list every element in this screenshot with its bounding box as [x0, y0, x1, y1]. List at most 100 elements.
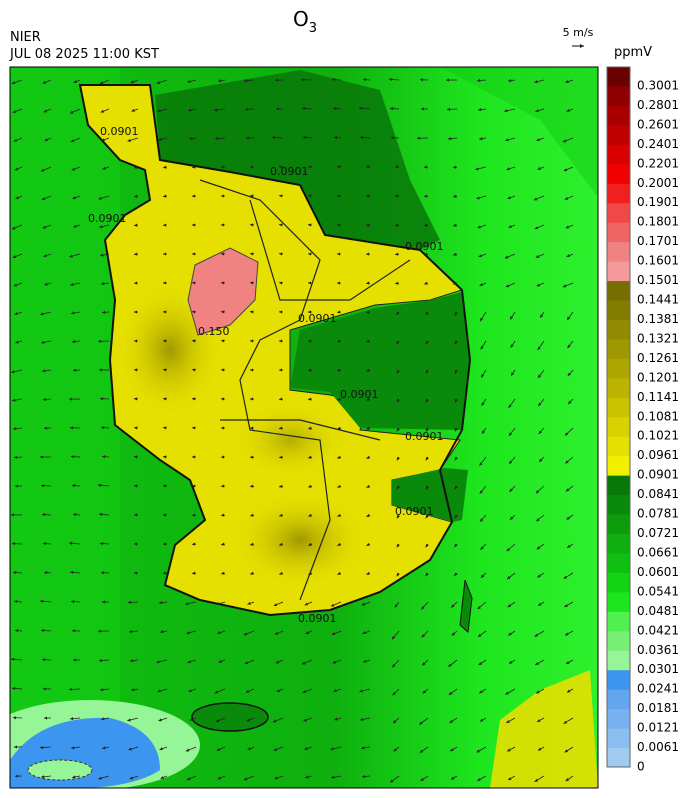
wind-arrow	[214, 136, 226, 141]
wind-arrow	[454, 369, 458, 374]
wind-arrow	[214, 688, 226, 694]
wind-arrow	[70, 455, 81, 459]
wind-arrow	[221, 571, 226, 575]
wind-arrow	[477, 601, 487, 610]
wind-arrow	[505, 282, 516, 288]
wind-arrow	[366, 426, 371, 430]
wind-arrow	[99, 541, 110, 546]
wind-arrow	[396, 543, 400, 548]
wind-arrow	[162, 194, 168, 198]
wind-arrow	[331, 630, 342, 636]
wind-arrow	[360, 717, 371, 721]
wind-arrow	[130, 79, 139, 84]
wind-arrow	[160, 630, 168, 634]
wind-arrow	[393, 746, 400, 752]
wind-arrow	[101, 310, 110, 314]
wind-arrow	[131, 108, 139, 112]
wind-arrow	[534, 630, 545, 637]
wind-arrow	[363, 659, 371, 663]
colorbar-swatch	[607, 300, 630, 320]
wind-arrow	[535, 514, 545, 522]
colorbar-unit: ppmV	[614, 45, 652, 60]
wind-arrow	[396, 398, 400, 403]
colorbar-label: 0.1201	[637, 370, 679, 384]
wind-arrow	[12, 398, 23, 402]
east-low-zone	[290, 292, 470, 430]
colorbar-label: 0.3001	[637, 79, 679, 93]
wind-arrow	[424, 281, 429, 285]
wind-arrow	[102, 746, 110, 750]
wind-arrow	[129, 629, 139, 634]
wind-arrow	[538, 456, 545, 463]
wind-arrow	[301, 106, 313, 111]
wind-arrow	[477, 224, 487, 229]
wind-arrow	[99, 224, 110, 229]
olive-shade	[230, 490, 370, 590]
agency: NIER	[10, 30, 41, 45]
wind-arrow	[450, 775, 458, 780]
wind-arrow	[98, 195, 110, 200]
wind-arrow	[510, 369, 516, 377]
colorbar-swatch	[607, 163, 630, 184]
wind-arrow	[392, 717, 400, 724]
wind-arrow	[214, 108, 226, 112]
wind-arrow	[425, 340, 429, 345]
contour-label: 0.0901	[100, 125, 139, 138]
colorbar-label: 0.0181	[637, 701, 679, 715]
wind-arrow	[508, 79, 516, 83]
wind-arrow	[69, 253, 81, 258]
wind-arrow	[361, 746, 371, 750]
wind-arrow	[506, 543, 516, 552]
wind-arrow	[71, 746, 81, 750]
tsushima-island	[459, 579, 473, 634]
wind-arrow	[396, 485, 400, 490]
wind-arrow	[454, 311, 458, 316]
wind-arrow	[13, 427, 23, 431]
wind-arrow	[504, 108, 516, 113]
wind-arrow	[566, 311, 574, 321]
contour-label: 0.0901	[405, 430, 444, 443]
colorbar-swatch	[607, 572, 630, 593]
vector-scale: 5 m/s	[563, 26, 594, 39]
wind-arrow	[562, 282, 574, 288]
colorbar-swatch	[607, 105, 630, 126]
wind-arrow	[481, 427, 487, 434]
colorbar-label: 0.0361	[637, 643, 679, 657]
colorbar-label: 0.0541	[637, 584, 679, 598]
colorbar-label: 0.2401	[637, 137, 679, 151]
wind-arrow	[218, 659, 226, 663]
wind-arrow	[425, 543, 429, 548]
wind-arrow	[481, 398, 487, 406]
wind-arrow	[39, 745, 52, 750]
wind-arrow	[99, 79, 110, 85]
wind-arrow	[159, 601, 168, 605]
wind-arrow	[71, 484, 81, 488]
colorbar-label: 0.0661	[637, 545, 679, 559]
wind-arrow	[566, 543, 574, 549]
wind-arrow	[366, 455, 371, 459]
wind-arrow	[247, 746, 255, 751]
wind-arrow	[396, 340, 400, 345]
contour-label: 0.0901	[298, 612, 337, 625]
wind-arrow	[454, 456, 458, 461]
wind-arrow	[535, 108, 545, 113]
wind-arrow	[479, 456, 487, 467]
wind-arrow	[158, 717, 168, 722]
wind-arrow	[478, 659, 487, 666]
wind-arrow	[446, 107, 458, 111]
coastline	[78, 84, 472, 617]
wind-arrow	[566, 253, 574, 258]
colorbar-swatch	[607, 591, 630, 612]
wind-arrow	[308, 426, 313, 430]
wind-arrow	[366, 484, 371, 488]
wind-arrow	[129, 775, 139, 780]
wind-arrow	[535, 253, 545, 258]
wind-arrow	[366, 368, 371, 372]
wind-arrow	[101, 717, 110, 721]
title-main: O	[293, 7, 309, 31]
wind-arrow	[505, 688, 516, 695]
colorbar-label: 0.2601	[637, 117, 679, 131]
wind-arrow	[425, 514, 429, 519]
wind-arrow	[305, 775, 313, 779]
wind-arrow	[134, 165, 139, 169]
